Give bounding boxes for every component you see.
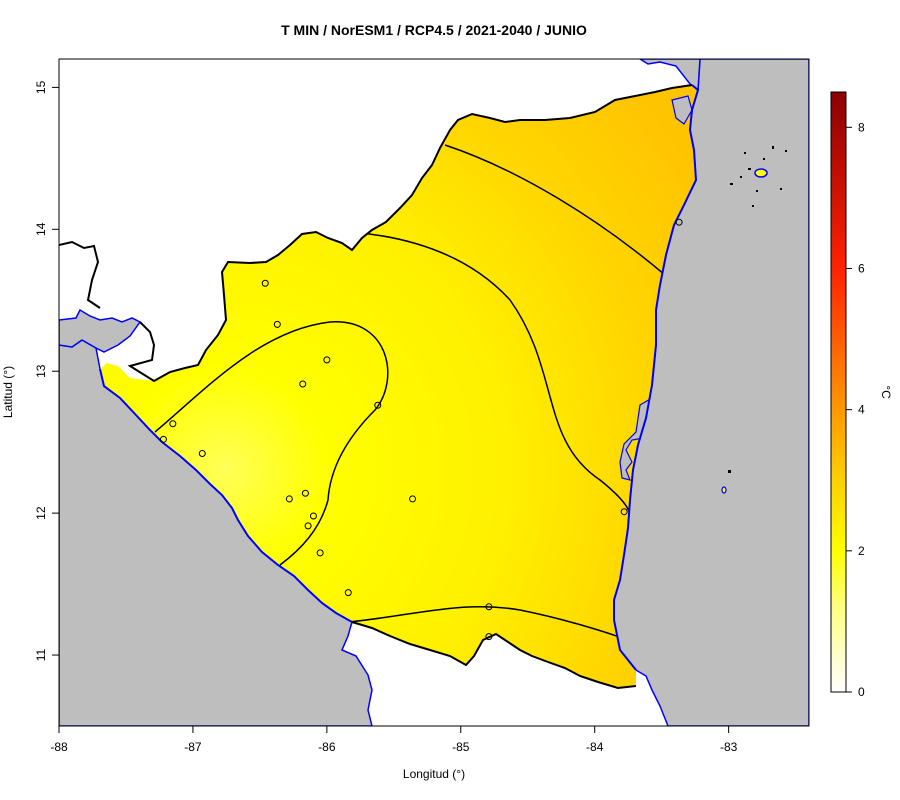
caribbean-coast: [613, 84, 700, 671]
station-marker: [301, 489, 309, 497]
colorbar-tick-label: 0: [858, 685, 865, 699]
honduras-border: [59, 240, 101, 309]
station-marker: [261, 279, 269, 287]
contour-line: [304, 230, 633, 521]
x-tick-label: -88: [50, 740, 68, 754]
colorbar-bar: [830, 91, 847, 693]
gulf-of-honduras: [638, 59, 701, 92]
country-border-south: [351, 621, 637, 690]
contour-line: [154, 321, 389, 566]
station-marker: [309, 512, 317, 520]
y-axis: 11 12 13 14 15: [34, 80, 59, 661]
y-tick-label: 15: [34, 80, 48, 94]
x-tick-label: -84: [586, 740, 604, 754]
station-marker: [285, 495, 293, 503]
map-title: T MIN / NorESM1 / RCP4.5 / 2021-2040 / J…: [281, 22, 587, 38]
x-axis-label: Longitud (°): [403, 767, 465, 781]
contour-line: [339, 605, 623, 639]
plot-area: [59, 59, 809, 726]
station-marker: [374, 401, 382, 409]
coastal-lagoon: [671, 95, 693, 125]
station-marker: [323, 356, 331, 364]
station-marker: [299, 380, 307, 388]
x-tick-label: -83: [720, 740, 738, 754]
station-marker: [409, 495, 417, 503]
stations-layer: [159, 218, 683, 641]
colorbar-tick-label: 4: [858, 403, 865, 417]
x-axis: -88 -87 -86 -85 -84 -83: [50, 726, 738, 754]
station-marker: [198, 450, 206, 458]
station-marker: [485, 633, 493, 641]
contour-line: [444, 144, 666, 276]
islet: [721, 486, 727, 494]
y-tick-label: 11: [34, 648, 48, 661]
y-tick-label: 14: [34, 222, 48, 236]
country-border-north: [127, 84, 693, 383]
station-marker: [316, 549, 324, 557]
y-tick-label: 12: [34, 506, 48, 520]
colorbar-ticks: 0 2 4 6 8: [846, 120, 865, 699]
colorbar-tick-label: 8: [858, 120, 865, 134]
caribbean-cays: [728, 146, 787, 473]
station-marker: [273, 320, 281, 328]
colorbar: 0 2 4 6 8 °C: [830, 91, 893, 699]
pacific-coast: [99, 368, 353, 623]
y-tick-label: 13: [34, 364, 48, 378]
station-marker: [485, 603, 493, 611]
corn-island: [754, 168, 768, 178]
colorbar-tick-label: 6: [858, 261, 865, 275]
y-axis-label: Latitud (°): [1, 366, 15, 418]
colorbar-tick-label: 2: [858, 544, 865, 558]
colorbar-unit: °C: [879, 385, 893, 399]
station-marker: [344, 589, 352, 597]
station-marker: [304, 522, 312, 530]
station-marker: [159, 435, 167, 443]
x-tick-label: -87: [184, 740, 202, 754]
station-marker: [620, 508, 628, 516]
station-marker: [675, 218, 683, 226]
x-tick-label: -85: [452, 740, 470, 754]
station-marker: [169, 420, 177, 428]
plot-frame: [58, 58, 810, 727]
x-tick-label: -86: [318, 740, 336, 754]
gulf-of-fonseca: [59, 308, 142, 353]
